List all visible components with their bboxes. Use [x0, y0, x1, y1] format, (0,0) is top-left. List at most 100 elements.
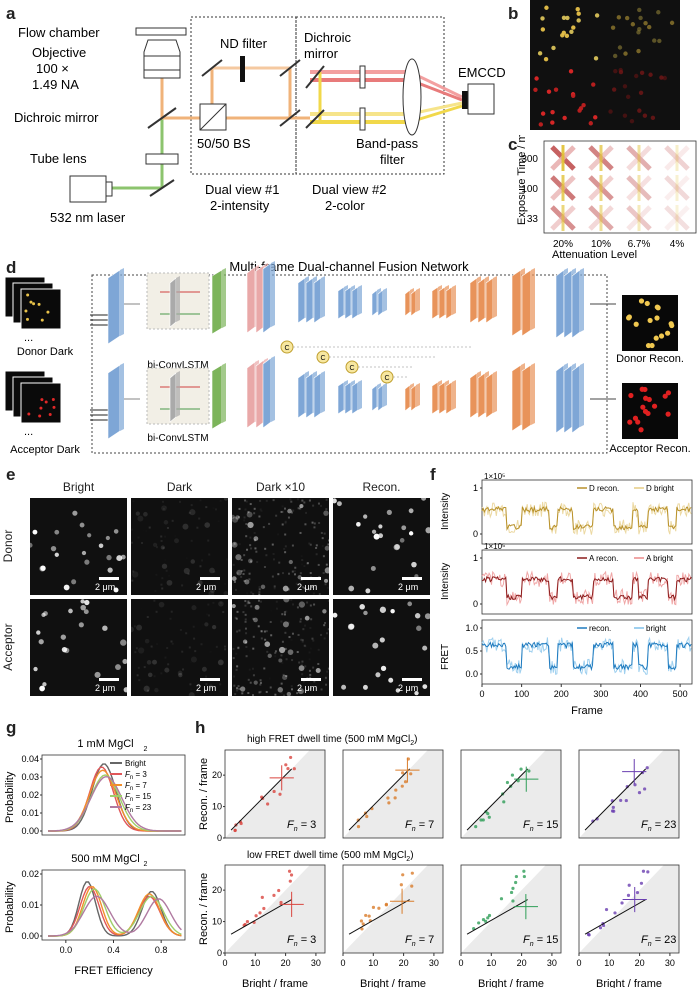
dec4-bottom-1	[521, 363, 535, 432]
micrograph: 2 μm	[27, 498, 127, 595]
recon-trace	[481, 575, 692, 602]
scatter-plot: 0 10 20 30 Fn = 23 Bright / frame	[576, 864, 680, 988]
attenuation-tick: 10%	[591, 239, 611, 250]
svg-text:Fn = 15: Fn = 15	[125, 792, 152, 803]
panel-label-b: b	[508, 4, 519, 23]
dichroic-mirror-left	[147, 107, 177, 129]
svg-text:D recon.: D recon.	[589, 484, 619, 493]
scatter-plot: Fn = 15	[460, 749, 562, 839]
panel-label-e: e	[6, 465, 16, 484]
svg-text:C: C	[384, 375, 389, 382]
svg-text:0.01: 0.01	[21, 900, 39, 910]
svg-text:50/50 BS: 50/50 BS	[197, 136, 251, 151]
green-block-top	[211, 268, 226, 335]
fret-axis-label: FRET Efficiency	[74, 965, 153, 977]
trace-subplot-0: Intensity 1×10⁵ 1 0 D recon. D bright	[440, 472, 693, 545]
conv-block-top-2	[262, 261, 275, 334]
svg-text:bi-ConvLSTM: bi-ConvLSTM	[147, 433, 208, 444]
svg-text:0: 0	[473, 599, 478, 609]
svg-text:Fn = 3: Fn = 3	[287, 934, 316, 948]
bright-trace	[481, 635, 692, 676]
svg-text:2: 2	[144, 746, 148, 753]
bright-trace	[481, 570, 692, 607]
svg-text:C: C	[284, 345, 289, 352]
svg-text:0: 0	[217, 948, 222, 958]
svg-text:Fn = 7: Fn = 7	[405, 819, 434, 833]
frame-tick: 100	[514, 689, 529, 699]
optical-setup-diagram: Flow chamber Objective 100 × 1.49 NA Dic…	[14, 16, 506, 225]
scale-bar-label: 2 μm	[196, 582, 217, 592]
out-top-2	[571, 268, 584, 339]
svg-text:Fn = 23: Fn = 23	[641, 819, 676, 833]
svg-text:bi-ConvLSTM: bi-ConvLSTM	[147, 360, 208, 371]
svg-text:30: 30	[665, 958, 675, 968]
svg-text:100 ×: 100 ×	[36, 61, 69, 76]
svg-text:30: 30	[547, 958, 557, 968]
micrograph: 2 μm	[230, 498, 331, 596]
frame-tick: 0	[479, 689, 484, 699]
exposure-tick: 33	[527, 214, 539, 225]
attenuation-tick: 20%	[553, 239, 573, 250]
dec3-top-2	[485, 276, 497, 324]
svg-text:0.5: 0.5	[465, 646, 478, 656]
dec3-bottom-2	[485, 371, 497, 419]
svg-text:0.02: 0.02	[21, 869, 39, 879]
svg-text:Attenuation Level: Attenuation Level	[552, 249, 637, 260]
frame-tick: 400	[633, 689, 648, 699]
row-label: Acceptor	[1, 622, 15, 671]
panel-label-f: f	[430, 465, 436, 484]
conv-block-bottom-2	[262, 356, 275, 429]
conv-block-top	[107, 268, 124, 345]
scatter-plot: 0 10 20 30 Fn = 15 Bright / frame	[458, 864, 562, 988]
flow-chamber	[135, 27, 187, 36]
svg-text:20: 20	[517, 958, 527, 968]
out-bottom-2	[571, 363, 584, 434]
attenuation-tick: 6.7%	[628, 239, 651, 250]
svg-text:low FRET dwell time (500 mM Mg: low FRET dwell time (500 mM MgCl2)	[247, 850, 414, 863]
scale-bar-label: 2 μm	[95, 582, 116, 592]
attenuation-tick: 4%	[670, 239, 685, 250]
svg-text:Fn = 7: Fn = 7	[125, 781, 147, 792]
trace-subplot-2: FRET 1.0 0.5 0.0 recon. bright	[440, 619, 693, 685]
scale-bar	[200, 577, 220, 580]
recon-trace	[481, 505, 692, 531]
svg-text:0.0: 0.0	[465, 669, 478, 679]
band-pass-filter-bottom	[359, 107, 366, 131]
scale-bar	[301, 577, 321, 580]
network-box	[91, 274, 608, 454]
dual-view-2-box	[295, 16, 445, 175]
scale-bar-label: 2 μm	[297, 683, 318, 693]
micrograph: 2 μm	[331, 495, 432, 595]
scale-bar-label: 2 μm	[297, 582, 318, 592]
svg-text:FRET: FRET	[440, 644, 451, 670]
micrograph: 2 μm	[128, 599, 228, 699]
laser	[69, 175, 107, 203]
svg-text:2-color: 2-color	[325, 198, 365, 213]
svg-text:0.03: 0.03	[21, 772, 39, 782]
svg-text:20: 20	[635, 958, 645, 968]
scale-bar	[402, 678, 422, 681]
dual-view-1-box	[190, 16, 297, 175]
svg-text:Intensity: Intensity	[440, 493, 451, 530]
svg-text:Fn = 15: Fn = 15	[523, 934, 558, 948]
svg-text:10: 10	[486, 958, 496, 968]
svg-text:500 mM MgCl: 500 mM MgCl	[71, 853, 139, 865]
svg-text:Probability: Probability	[4, 771, 16, 823]
panel-label-c: c	[508, 135, 518, 154]
svg-text:C: C	[349, 365, 354, 372]
col-label: Recon.	[362, 480, 401, 494]
donor-recon-image	[622, 295, 678, 351]
svg-text:filter: filter	[380, 152, 405, 167]
dec2-bottom-2	[445, 380, 456, 415]
svg-text:20: 20	[399, 958, 409, 968]
svg-text:30: 30	[311, 958, 321, 968]
concat-node: C	[316, 350, 330, 364]
svg-text:Fn = 15: Fn = 15	[523, 819, 558, 833]
svg-text:1.49 NA: 1.49 NA	[32, 77, 79, 92]
svg-text:1: 1	[473, 483, 478, 493]
hist-plot: 1 mM MgCl 2 0.04 0.03 0.02 0.01 0.00 Probabilit…	[4, 738, 186, 836]
nd-filter	[240, 56, 245, 82]
conv-block-bottom	[107, 363, 124, 440]
lstm-cell	[169, 276, 180, 328]
enc3-bottom-1	[377, 383, 387, 412]
